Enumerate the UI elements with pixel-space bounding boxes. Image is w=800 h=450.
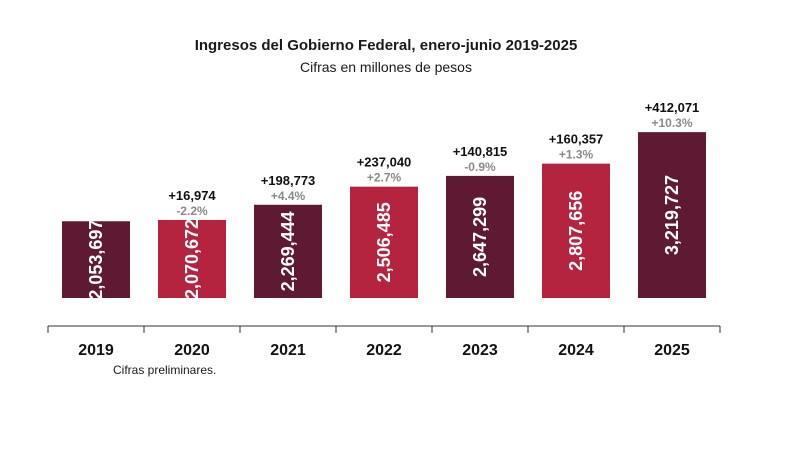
pct-change-label: +10.3% [651, 116, 692, 130]
chart-subtitle: Cifras en millones de pesos [300, 59, 472, 75]
bar-2024 [542, 163, 610, 298]
footnote: Cifras preliminares. [113, 363, 216, 377]
bar-value-label: 2,269,444 [278, 211, 298, 291]
x-tick-label: 2025 [654, 342, 690, 359]
change-label: +412,071 [645, 100, 700, 115]
change-label: +160,357 [549, 132, 604, 147]
change-label: +198,773 [261, 173, 316, 188]
bar-2020 [158, 219, 226, 298]
pct-change-label: -0.9% [464, 160, 496, 174]
bar-2022 [350, 186, 418, 298]
pct-change-label: +2.7% [367, 171, 402, 185]
bar-value-label: 2,053,697 [86, 220, 106, 300]
change-label: +140,815 [453, 144, 508, 159]
bars-group: 2,053,697 2,070,672 +16,974-2.2% 2,269,444 +… [62, 100, 706, 300]
x-tick-label: 2022 [366, 342, 402, 359]
pct-change-label: +4.4% [271, 189, 306, 203]
x-tick-label: 2023 [462, 342, 498, 359]
x-axis-labels: 2019 2020 2021 2022 2023 2024 2025 [78, 342, 690, 359]
x-tick-label: 2024 [558, 342, 594, 359]
bar-2023 [446, 175, 514, 298]
bar-value-label: 2,506,485 [374, 202, 394, 282]
chart-title: Ingresos del Gobierno Federal, enero-jun… [195, 37, 578, 54]
change-label: +16,974 [168, 188, 216, 203]
x-tick-label: 2019 [78, 342, 114, 359]
x-tick-label: 2020 [174, 342, 210, 359]
bar-2019 [62, 221, 130, 298]
x-tick-label: 2021 [270, 342, 306, 359]
bar-2025 [638, 132, 706, 298]
bar-2021 [254, 204, 322, 298]
change-label: +237,040 [357, 155, 412, 170]
pct-change-label: -2.2% [176, 204, 208, 218]
bar-value-label: 2,647,299 [470, 197, 490, 277]
x-axis-ticks [47, 326, 721, 333]
bar-value-label: 2,070,672 [182, 219, 202, 299]
bar-value-label: 2,807,656 [566, 191, 586, 271]
bar-value-label: 3,219,727 [662, 175, 682, 255]
pct-change-label: +1.3% [559, 148, 594, 162]
